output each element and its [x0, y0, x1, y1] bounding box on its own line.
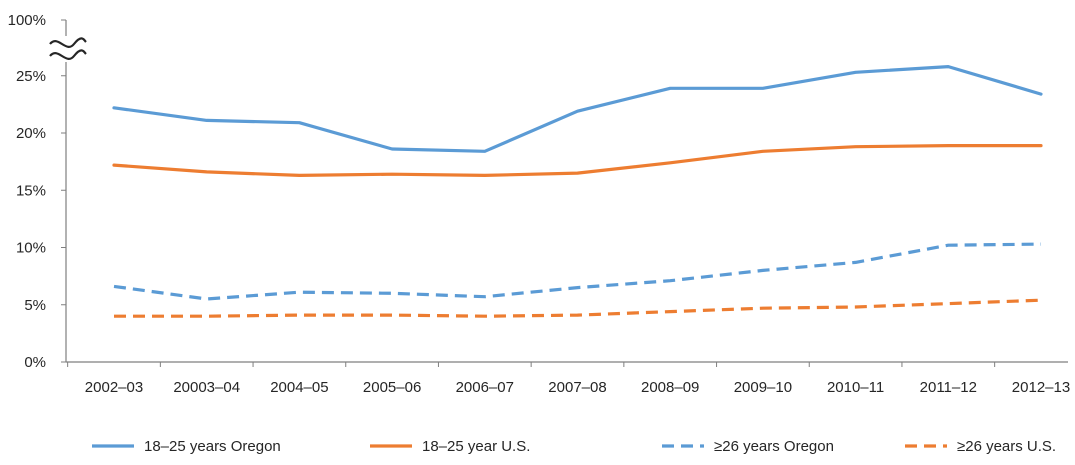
legend-label: 18–25 year U.S. [422, 438, 530, 455]
y-tick-label: 25% [16, 68, 46, 85]
y-tick-label: 100% [8, 12, 46, 29]
x-tick-label: 2004–05 [270, 379, 328, 396]
legend-item: 18–25 year U.S. [370, 438, 530, 455]
x-tick-label: 2008–09 [641, 379, 699, 396]
x-axis-ticks: 2002–03 20003–04 2004–05 2005–06 2006–07 2007… [85, 379, 1070, 396]
series-line-2 [112, 144, 1043, 177]
legend-label: ≥26 years U.S. [957, 438, 1056, 455]
legend-item: 18–25 years Oregon [92, 438, 281, 455]
series-line-3 [113, 242, 1042, 301]
x-tick-label: 2007–08 [548, 379, 606, 396]
legend-item: ≥26 years Oregon [662, 438, 834, 455]
legend-item: ≥26 years U.S. [905, 438, 1056, 455]
series-line-1 [112, 64, 1043, 153]
x-tick-label: 2011–12 [920, 379, 977, 396]
x-tick-label: 2006–07 [456, 379, 514, 396]
y-axis-ticks: 0% 5% 10% 15% 20% 25% 100% [8, 12, 46, 371]
series-lines [112, 64, 1043, 318]
legend-label: ≥26 years Oregon [714, 438, 834, 455]
x-tick-label: 2002–03 [85, 379, 143, 396]
axes [49, 19, 1068, 367]
y-tick-label: 5% [24, 297, 46, 314]
axis-break-icon [49, 36, 87, 62]
series-line-4 [114, 298, 1042, 318]
x-tick-label: 2009–10 [734, 379, 792, 396]
y-tick-label: 10% [16, 240, 46, 257]
x-tick-label: 20003–04 [173, 379, 240, 396]
x-tick-label: 2012–13 [1012, 379, 1070, 396]
y-tick-label: 20% [16, 125, 46, 142]
y-tick-label: 15% [16, 182, 46, 199]
legend-label: 18–25 years Oregon [144, 438, 281, 455]
x-tick-label: 2010–11 [827, 379, 884, 396]
y-tick-label: 0% [24, 354, 46, 371]
legend: 18–25 years Oregon 18–25 year U.S. ≥26 yea… [92, 438, 1056, 455]
x-tick-label: 2005–06 [363, 379, 421, 396]
